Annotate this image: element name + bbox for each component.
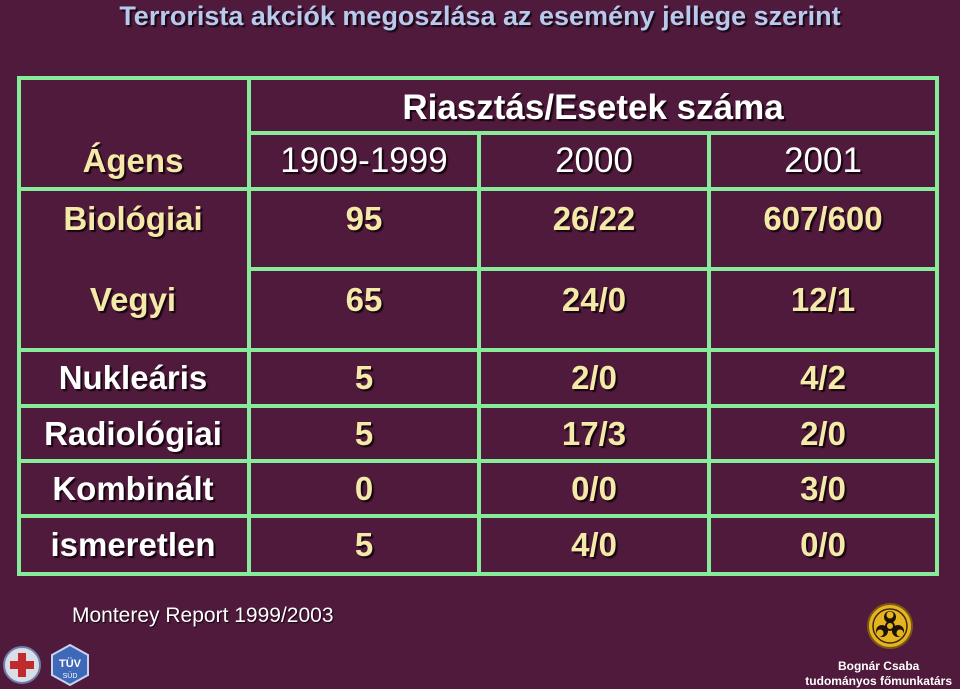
table-cell: 4/0: [571, 526, 617, 563]
author-position: tudományos főmunkatárs: [805, 674, 952, 688]
grid-line: [250, 267, 939, 271]
grid-line: [247, 76, 251, 576]
table-cell: 2/0: [571, 359, 617, 396]
table-cell: 2/0: [800, 415, 846, 452]
column-header: 1909-1999: [280, 141, 448, 180]
table-cell: 24/0: [561, 281, 627, 318]
grid-line: [17, 76, 21, 576]
grid-line: [935, 76, 939, 576]
agent-header: Ágens: [82, 142, 184, 179]
page-title: Terrorista akciók megoszlása az esemény …: [119, 1, 841, 31]
tuv-logo: TÜV SÜD: [51, 643, 89, 687]
table-cell: 65: [345, 281, 383, 318]
author-block: Bognár Csaba tudományos főmunkatárs: [805, 659, 952, 689]
grid-line: [250, 131, 939, 135]
table-cell: 95: [345, 200, 383, 237]
row-label: Vegyi: [89, 281, 177, 318]
table-cell: 0/0: [800, 526, 846, 563]
source-caption: Monterey Report 1999/2003: [72, 604, 334, 627]
table-cell: 607/600: [763, 200, 883, 237]
column-header: 2001: [784, 141, 862, 180]
data-table: Riasztás/Esetek száma Ágens 1909-1999 20…: [17, 76, 939, 576]
biohazard-icon: [867, 603, 913, 649]
table-cell: 3/0: [800, 470, 846, 507]
grid-line: [17, 76, 939, 80]
table-cell: 4/2: [800, 359, 846, 396]
group-header: Riasztás/Esetek száma: [402, 88, 784, 127]
table-cell: 5: [354, 415, 374, 452]
table-cell: 26/22: [552, 200, 636, 237]
table-cell: 12/1: [790, 281, 856, 318]
table-cell: 5: [354, 526, 374, 563]
row-label: Nukleáris: [58, 359, 208, 396]
svg-text:TÜV: TÜV: [59, 657, 82, 670]
grid-line: [707, 131, 711, 576]
table-cell: 0/0: [571, 470, 617, 507]
cross-shield-icon: [3, 646, 41, 684]
author-name: Bognár Csaba: [837, 659, 920, 673]
table-cell: 5: [354, 359, 374, 396]
row-label: Biológiai: [63, 200, 203, 237]
table-cell: 0: [354, 470, 374, 507]
svg-text:SÜD: SÜD: [63, 672, 78, 680]
row-label: ismeretlen: [50, 526, 216, 563]
row-label: Radiológiai: [44, 415, 222, 452]
table-cell: 17/3: [561, 415, 627, 452]
grid-line: [477, 131, 481, 576]
row-label: Kombinált: [52, 470, 214, 507]
column-header: 2000: [555, 141, 633, 180]
